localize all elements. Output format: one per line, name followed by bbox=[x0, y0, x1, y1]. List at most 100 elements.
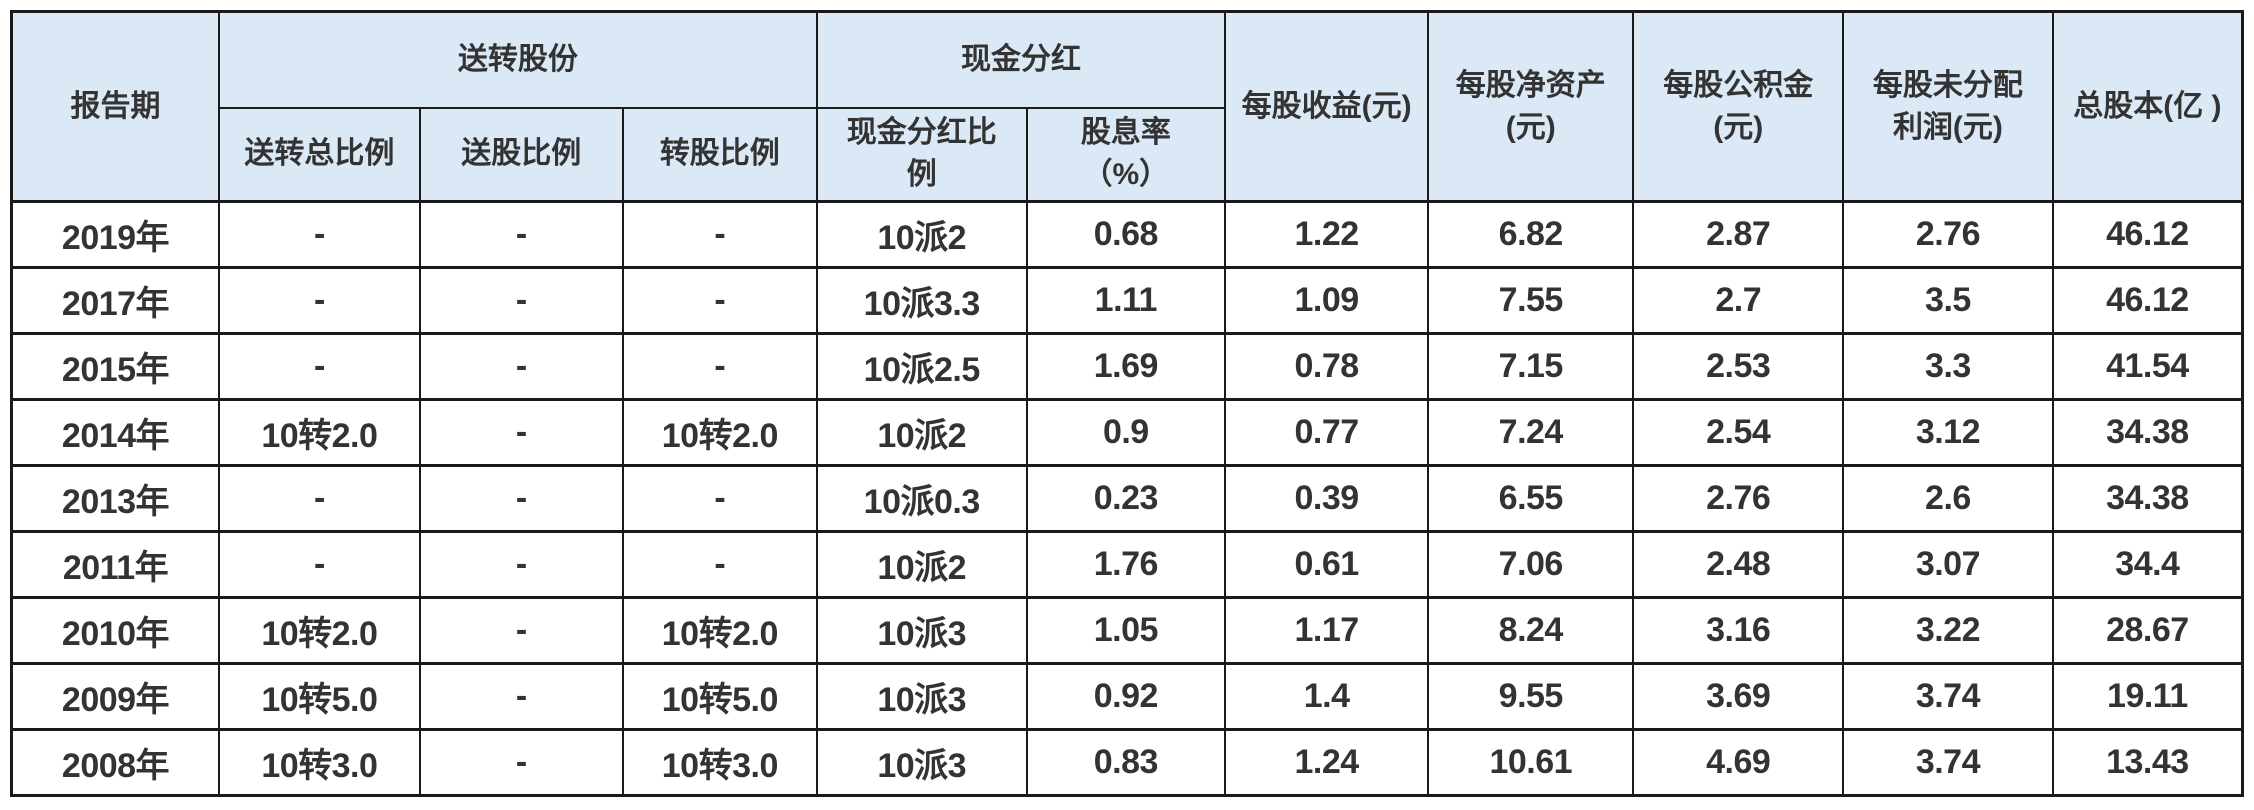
header-report-period: 报告期 bbox=[10, 10, 220, 203]
cell-undistributed-profit-per-share: 3.5 bbox=[1842, 266, 2054, 335]
cell-send-ratio: - bbox=[418, 464, 624, 533]
cell-cash-dividend-ratio: 10派2.5 bbox=[815, 332, 1028, 401]
cell-eps: 1.24 bbox=[1224, 728, 1430, 797]
cell-send-ratio: - bbox=[418, 530, 624, 599]
header-group-bonus-shares: 送转股份 bbox=[217, 10, 818, 109]
header-send-ratio: 送股比例 bbox=[418, 106, 624, 203]
cell-net-assets-per-share: 7.15 bbox=[1427, 332, 1635, 401]
cell-convert-ratio: 10转2.0 bbox=[621, 398, 818, 467]
cell-dividend-yield: 1.11 bbox=[1025, 266, 1227, 335]
cell-bonus-total-ratio: - bbox=[217, 266, 421, 335]
cell-report-period: 2017年 bbox=[10, 266, 220, 335]
cell-convert-ratio: - bbox=[621, 332, 818, 401]
cell-total-shares: 41.54 bbox=[2051, 332, 2244, 401]
cell-convert-ratio: - bbox=[621, 200, 818, 269]
table-row: 2009年 10转5.0-10转5.0 10派3 0.92 1.4 9.55 3.69 3.7… bbox=[10, 662, 2244, 731]
cell-convert-ratio: 10转3.0 bbox=[621, 728, 818, 797]
cell-cash-dividend-ratio: 10派3.3 bbox=[815, 266, 1028, 335]
cell-total-shares: 34.38 bbox=[2051, 398, 2244, 467]
cell-eps: 0.61 bbox=[1224, 530, 1430, 599]
cell-undistributed-profit-per-share: 3.22 bbox=[1842, 596, 2054, 665]
header-row-subcolumns: 送转总比例 送股比例 转股比例 现金分红比 例 股息率 （%） bbox=[12, 106, 2243, 203]
header-cash-dividend-ratio: 现金分红比 例 bbox=[815, 106, 1028, 203]
cell-report-period: 2015年 bbox=[10, 332, 220, 401]
header-eps: 每股收益(元) bbox=[1224, 10, 1430, 203]
cell-reserve-per-share: 4.69 bbox=[1632, 728, 1845, 797]
cell-dividend-yield: 1.76 bbox=[1025, 530, 1227, 599]
cell-bonus-total-ratio: 10转5.0 bbox=[217, 662, 421, 731]
table-row: 2008年 10转3.0-10转3.0 10派3 0.83 1.24 10.61 4.69 3… bbox=[10, 728, 2244, 797]
cell-total-shares: 34.4 bbox=[2051, 530, 2244, 599]
cell-send-ratio: - bbox=[418, 728, 624, 797]
cell-net-assets-per-share: 7.24 bbox=[1427, 398, 1635, 467]
cell-eps: 0.78 bbox=[1224, 332, 1430, 401]
cell-send-ratio: - bbox=[418, 596, 624, 665]
cell-total-shares: 28.67 bbox=[2051, 596, 2244, 665]
cell-dividend-yield: 0.9 bbox=[1025, 398, 1227, 467]
cell-dividend-yield: 0.68 bbox=[1025, 200, 1227, 269]
cell-send-ratio: - bbox=[418, 200, 624, 269]
cell-net-assets-per-share: 10.61 bbox=[1427, 728, 1635, 797]
cell-net-assets-per-share: 7.55 bbox=[1427, 266, 1635, 335]
cell-undistributed-profit-per-share: 3.12 bbox=[1842, 398, 2054, 467]
cell-send-ratio: - bbox=[418, 266, 624, 335]
cell-total-shares: 19.11 bbox=[2051, 662, 2244, 731]
cell-undistributed-profit-per-share: 3.07 bbox=[1842, 530, 2054, 599]
cell-send-ratio: - bbox=[418, 662, 624, 731]
cell-cash-dividend-ratio: 10派0.3 bbox=[815, 464, 1028, 533]
cell-convert-ratio: 10转5.0 bbox=[621, 662, 818, 731]
cell-convert-ratio: - bbox=[621, 530, 818, 599]
cell-send-ratio: - bbox=[418, 398, 624, 467]
cell-reserve-per-share: 2.87 bbox=[1632, 200, 1845, 269]
cell-dividend-yield: 1.05 bbox=[1025, 596, 1227, 665]
cell-dividend-yield: 0.83 bbox=[1025, 728, 1227, 797]
header-net-assets-per-share: 每股净资产 (元) bbox=[1427, 10, 1635, 203]
table-row: 2015年 - - -10派2.5 1.69 0.78 7.15 2.53 3.3 41.54 bbox=[10, 332, 2244, 401]
table-row: 2017年 - - -10派3.3 1.11 1.09 7.55 2.7 3.5 46.12 bbox=[10, 266, 2244, 335]
header-group-cash-dividend: 现金分红 bbox=[815, 10, 1227, 109]
cell-undistributed-profit-per-share: 3.74 bbox=[1842, 728, 2054, 797]
cell-dividend-yield: 0.92 bbox=[1025, 662, 1227, 731]
table-row: 2010年 10转2.0-10转2.0 10派3 1.05 1.17 8.24 3.16 3.… bbox=[10, 596, 2244, 665]
table-body: 2019年 - - -10派2 0.68 1.22 6.82 2.87 2.76 46.12 201… bbox=[10, 200, 2244, 797]
table-row: 2019年 - - -10派2 0.68 1.22 6.82 2.87 2.76 46.12 bbox=[10, 200, 2244, 269]
cell-total-shares: 46.12 bbox=[2051, 266, 2244, 335]
cell-eps: 1.4 bbox=[1224, 662, 1430, 731]
cell-report-period: 2013年 bbox=[10, 464, 220, 533]
cell-reserve-per-share: 3.16 bbox=[1632, 596, 1845, 665]
cell-convert-ratio: - bbox=[621, 464, 818, 533]
header-dividend-yield: 股息率 （%） bbox=[1025, 106, 1227, 203]
cell-report-period: 2019年 bbox=[10, 200, 220, 269]
cell-bonus-total-ratio: - bbox=[217, 530, 421, 599]
cell-net-assets-per-share: 9.55 bbox=[1427, 662, 1635, 731]
cell-net-assets-per-share: 7.06 bbox=[1427, 530, 1635, 599]
cell-total-shares: 13.43 bbox=[2051, 728, 2244, 797]
header-undistributed-profit-per-share: 每股未分配 利润(元) bbox=[1842, 10, 2054, 203]
header-reserve-per-share: 每股公积金 (元) bbox=[1632, 10, 1845, 203]
table-row: 2013年 - - -10派0.3 0.23 0.39 6.55 2.76 2.6 34.38 bbox=[10, 464, 2244, 533]
cell-report-period: 2010年 bbox=[10, 596, 220, 665]
cell-report-period: 2011年 bbox=[10, 530, 220, 599]
header-bonus-total-ratio: 送转总比例 bbox=[217, 106, 421, 203]
cell-total-shares: 46.12 bbox=[2051, 200, 2244, 269]
cell-cash-dividend-ratio: 10派3 bbox=[815, 728, 1028, 797]
cell-net-assets-per-share: 6.55 bbox=[1427, 464, 1635, 533]
cell-dividend-yield: 0.23 bbox=[1025, 464, 1227, 533]
cell-bonus-total-ratio: 10转2.0 bbox=[217, 596, 421, 665]
cell-eps: 0.77 bbox=[1224, 398, 1430, 467]
cell-cash-dividend-ratio: 10派3 bbox=[815, 662, 1028, 731]
cell-dividend-yield: 1.69 bbox=[1025, 332, 1227, 401]
cell-eps: 1.22 bbox=[1224, 200, 1430, 269]
dividend-history-table: 报告期 送转股份 现金分红 每股收益(元) 每股净资产 (元) 每股公积金 (元… bbox=[10, 10, 2244, 797]
cell-cash-dividend-ratio: 10派2 bbox=[815, 530, 1028, 599]
cell-cash-dividend-ratio: 10派3 bbox=[815, 596, 1028, 665]
header-convert-ratio: 转股比例 bbox=[621, 106, 818, 203]
header-total-shares: 总股本(亿 ) bbox=[2051, 10, 2244, 203]
table-row: 2014年 10转2.0-10转2.0 10派2 0.9 0.77 7.24 2.54 3.1… bbox=[10, 398, 2244, 467]
cell-report-period: 2008年 bbox=[10, 728, 220, 797]
cell-net-assets-per-share: 8.24 bbox=[1427, 596, 1635, 665]
table-header: 报告期 送转股份 现金分红 每股收益(元) 每股净资产 (元) 每股公积金 (元… bbox=[10, 10, 2244, 203]
cell-net-assets-per-share: 6.82 bbox=[1427, 200, 1635, 269]
header-row-groups: 报告期 送转股份 现金分红 每股收益(元) 每股净资产 (元) 每股公积金 (元… bbox=[10, 10, 2244, 203]
cell-convert-ratio: - bbox=[621, 266, 818, 335]
